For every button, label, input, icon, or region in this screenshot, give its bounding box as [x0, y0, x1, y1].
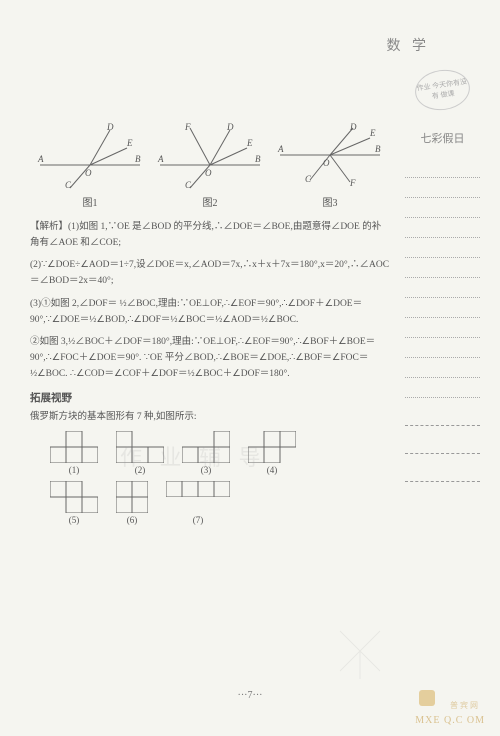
badge: 作业 今天你有没有 做课 [412, 66, 472, 113]
svg-text:F: F [184, 122, 191, 132]
svg-text:C: C [185, 180, 192, 190]
svg-text:O: O [323, 158, 330, 168]
note-line [405, 298, 480, 318]
svg-text:B: B [135, 154, 141, 164]
svg-text:C: C [65, 180, 72, 190]
svg-text:E: E [126, 138, 133, 148]
faint-watermark: 作 业 辅 导 [120, 440, 267, 472]
figure-row: A B C D E O A B C D E O F A B C D E O F [30, 120, 390, 190]
note-dash [405, 462, 480, 482]
brand-bottom: MXE Q.C OM [415, 715, 485, 726]
para-2: (2)∵∠DOE÷∠AOD＝1÷7,设∠DOE＝x,∠AOD＝7x,∴x＋x＋7… [30, 257, 390, 289]
fig1-label: 图1 [35, 194, 145, 209]
brand-logo [419, 690, 435, 706]
svg-text:E: E [369, 128, 376, 138]
para-1: 【解析】(1)如图 1,∵OE 是∠BOD 的平分线,∴∠DOE＝∠BOE,由题… [30, 219, 390, 251]
svg-text:D: D [349, 122, 357, 132]
windmill-icon [330, 621, 390, 681]
tet-1 [50, 431, 98, 463]
para-3: (3)①如图 2,∠DOF＝ ½∠BOC,理由:∵OE⊥OF,∴∠EOF＝90°… [30, 296, 390, 328]
svg-text:A: A [277, 144, 284, 154]
note-line [405, 318, 480, 338]
note-line [405, 358, 480, 378]
svg-text:E: E [246, 138, 253, 148]
note-line [405, 378, 480, 398]
tl1: (1) [50, 465, 98, 475]
tet-6 [116, 481, 148, 513]
note-line [405, 238, 480, 258]
note-line [405, 278, 480, 298]
note-line [405, 178, 480, 198]
note-dash [405, 406, 480, 426]
svg-text:A: A [157, 154, 164, 164]
section-heading: 拓展视野 [30, 390, 390, 405]
figure-3: A B C D E O F [275, 120, 385, 190]
svg-text:B: B [255, 154, 261, 164]
sidebar-title: 七彩假日 [405, 130, 480, 146]
figure-captions: 图1 图2 图3 [30, 194, 390, 209]
tet-5 [50, 481, 98, 513]
svg-text:D: D [226, 122, 234, 132]
svg-text:C: C [305, 174, 312, 184]
para-4: ②如图 3,½∠BOC＋∠DOF＝180°,理由:∵OE⊥OF,∴∠EOF＝90… [30, 334, 390, 382]
tl7: (7) [166, 515, 230, 525]
fig3-label: 图3 [275, 194, 385, 209]
brand-top: 普宾网 [450, 700, 480, 711]
tl5: (5) [50, 515, 98, 525]
sidebar: 七彩假日 [405, 130, 480, 482]
svg-text:A: A [37, 154, 44, 164]
tet-labels-2: (5) (6) (7) [50, 515, 390, 525]
svg-text:B: B [375, 144, 381, 154]
note-line [405, 338, 480, 358]
tetromino-row-2 [50, 481, 390, 513]
svg-text:D: D [106, 122, 114, 132]
figure-2: A B C D E O F [155, 120, 265, 190]
svg-text:O: O [85, 168, 92, 178]
note-dash [405, 434, 480, 454]
note-line [405, 198, 480, 218]
fig2-label: 图2 [155, 194, 265, 209]
note-line [405, 158, 480, 178]
tl6: (6) [116, 515, 148, 525]
figure-1: A B C D E O [35, 120, 145, 190]
note-line [405, 218, 480, 238]
subject-title: 数 学 [387, 35, 431, 55]
para-5: 俄罗斯方块的基本图形有 7 种,如图所示: [30, 409, 390, 425]
tet-7 [166, 481, 230, 497]
svg-text:O: O [205, 168, 212, 178]
svg-text:F: F [349, 178, 356, 188]
note-line [405, 258, 480, 278]
